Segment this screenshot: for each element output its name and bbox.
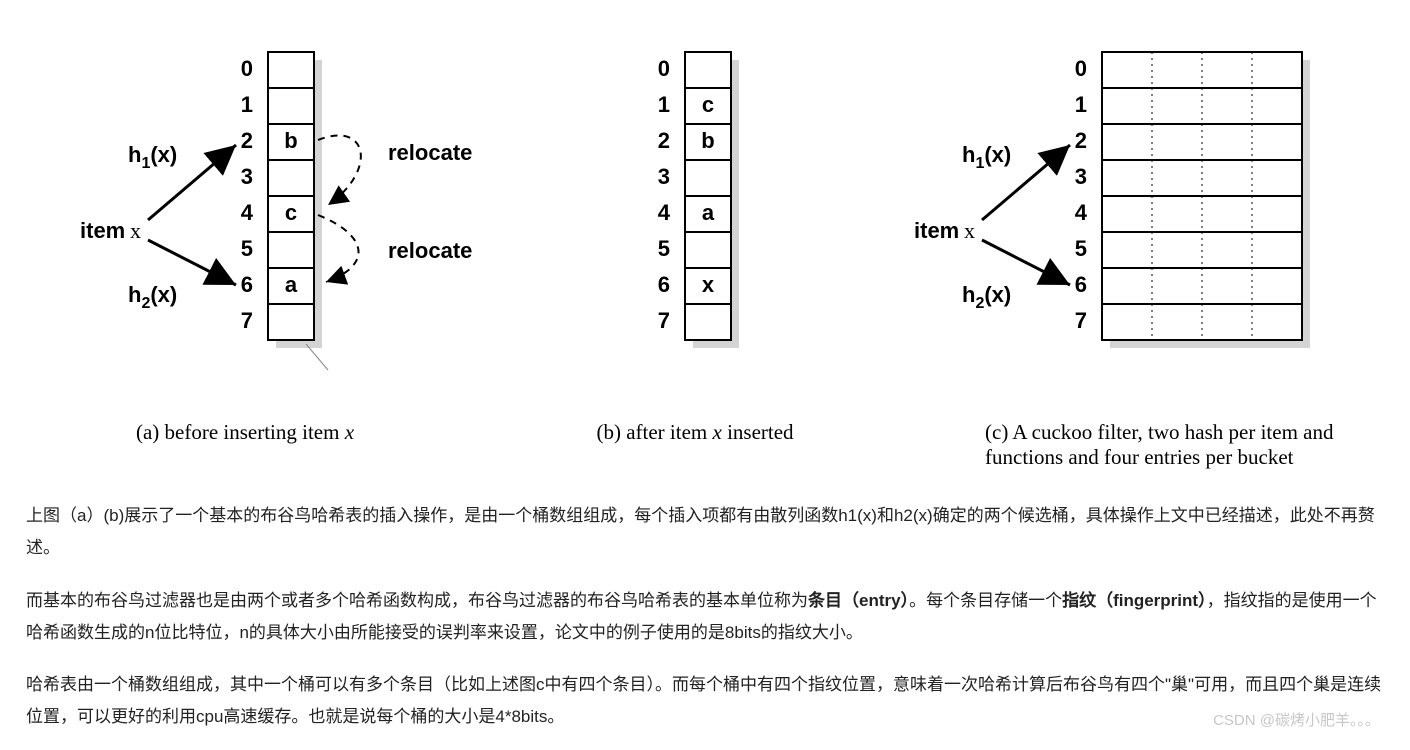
idx-7: 7	[241, 308, 253, 333]
idx-2: 2	[241, 128, 253, 153]
p1a: 上图（a）(b)展示了一个基本的布谷鸟哈希表的插入操作，是由一个桶数组组成，每个…	[26, 506, 1375, 557]
cap-c-l1: (c) A cuckoo filter, two hash per item a…	[985, 420, 1355, 445]
figure-c: 0 1 2 3 4 5 6 7 item x h1(x) h2(x)	[902, 40, 1342, 380]
relocate-arrow-1	[318, 135, 361, 205]
p2d: 指纹（fingerprint）	[1062, 591, 1207, 610]
caption-c: (c) A cuckoo filter, two hash per item a…	[955, 420, 1355, 470]
indices-b: 0 1 2 3 4 5 6 7	[658, 56, 671, 333]
watermark: CSDN @碳烤小肥羊。。。	[1213, 709, 1380, 730]
cell-a-2: b	[285, 128, 298, 153]
idx-1: 1	[241, 92, 253, 117]
cap-a-text: (a) before inserting item	[136, 420, 345, 444]
item-x-label-a: item x	[80, 218, 141, 243]
idx-0: 0	[241, 56, 253, 81]
cell-b-1: c	[702, 92, 714, 117]
arrow-h2	[148, 240, 236, 285]
idx-c-0: 0	[1074, 56, 1086, 81]
h2-sub: 2	[142, 295, 151, 312]
svg-text:h1(x): h1(x)	[962, 142, 1011, 172]
idx-b-6: 6	[658, 272, 670, 297]
caption-b: (b) after item x inserted	[505, 420, 885, 470]
idx-4: 4	[241, 200, 254, 225]
figure-a-svg: 0 1 2 3 4 5 6 7 b c a item x	[68, 40, 508, 380]
cap-a-var: x	[345, 420, 354, 444]
cell-b-4: a	[702, 200, 715, 225]
item-x-label-c: item x	[914, 218, 975, 243]
idx-c-2: 2	[1074, 128, 1086, 153]
idx-b-3: 3	[658, 164, 670, 189]
p2c: 。每个条目存储一个	[909, 591, 1062, 610]
svg-text:h1(x): h1(x)	[128, 142, 177, 172]
h1-arg: (x)	[151, 142, 178, 167]
h1-h: h	[128, 142, 141, 167]
para-2: 而基本的布谷鸟过滤器也是由两个或者多个哈希函数构成，布谷鸟过滤器的布谷鸟哈希表的…	[26, 585, 1384, 650]
cell-a-6: a	[285, 272, 298, 297]
idx-c-3: 3	[1074, 164, 1086, 189]
h1c-arg: (x)	[984, 142, 1011, 167]
figure-b-svg: 0 1 2 3 4 5 6 7 c b a x	[605, 40, 805, 380]
idx-b-7: 7	[658, 308, 670, 333]
figure-a: 0 1 2 3 4 5 6 7 b c a item x	[68, 40, 508, 380]
caption-row: (a) before inserting item x (b) after it…	[0, 390, 1410, 480]
indices-c: 0 1 2 3 4 5 6 7	[1074, 56, 1087, 333]
idx-c-6: 6	[1074, 272, 1086, 297]
svg-text:h2(x): h2(x)	[962, 282, 1011, 312]
cap-b-var: x	[712, 420, 721, 444]
item-label: item	[80, 218, 125, 243]
idx-b-2: 2	[658, 128, 670, 153]
figure-b: 0 1 2 3 4 5 6 7 c b a x	[605, 40, 805, 380]
h2c-arg: (x)	[984, 282, 1011, 307]
cap-b-text: (b) after item	[596, 420, 712, 444]
para-1: 上图（a）(b)展示了一个基本的布谷鸟哈希表的插入操作，是由一个桶数组组成，每个…	[26, 500, 1384, 565]
idx-c-4: 4	[1074, 200, 1087, 225]
idx-3: 3	[241, 164, 253, 189]
item-var: x	[130, 218, 141, 243]
figure-c-svg: 0 1 2 3 4 5 6 7 item x h1(x) h2(x)	[902, 40, 1342, 380]
idx-5: 5	[241, 236, 253, 261]
h2c-sub: 2	[975, 295, 984, 312]
idx-b-4: 4	[658, 200, 671, 225]
idx-c-7: 7	[1074, 308, 1086, 333]
relocate-label-1: relocate	[388, 140, 472, 165]
arrow-h2-c	[982, 240, 1070, 285]
cap-c-l2: functions and four entries per bucket	[985, 445, 1355, 470]
h2-h: h	[128, 282, 141, 307]
idx-b-0: 0	[658, 56, 670, 81]
item-label-c: item	[914, 218, 959, 243]
relocate-arrow-2	[318, 215, 359, 282]
caption-a: (a) before inserting item x	[55, 420, 435, 470]
h1c-sub: 1	[975, 155, 984, 172]
idx-b-5: 5	[658, 236, 670, 261]
relocate-label-2: relocate	[388, 238, 472, 263]
idx-c-5: 5	[1074, 236, 1086, 261]
h2-arg: (x)	[151, 282, 178, 307]
h2c-h: h	[962, 282, 975, 307]
cap-b-tail: inserted	[722, 420, 794, 444]
svg-text:h2(x): h2(x)	[128, 282, 177, 312]
idx-6: 6	[241, 272, 253, 297]
para-3: 哈希表由一个桶数组组成，其中一个桶可以有多个条目（比如上述图c中有四个条目）。而…	[26, 669, 1384, 734]
idx-b-1: 1	[658, 92, 670, 117]
cell-a-4: c	[285, 200, 297, 225]
p2a: 而基本的布谷鸟过滤器也是由两个或者多个哈希函数构成，布谷鸟过滤器的布谷鸟哈希表的…	[26, 591, 808, 610]
item-var-c: x	[964, 218, 975, 243]
p2b: 条目（entry）	[808, 591, 909, 610]
indices-a: 0 1 2 3 4 5 6 7	[241, 56, 254, 333]
h1-sub: 1	[142, 155, 151, 172]
cell-b-6: x	[702, 272, 715, 297]
paragraphs: 上图（a）(b)展示了一个基本的布谷鸟哈希表的插入操作，是由一个桶数组组成，每个…	[0, 480, 1410, 744]
p3: 哈希表由一个桶数组组成，其中一个桶可以有多个条目（比如上述图c中有四个条目）。而…	[26, 675, 1381, 726]
h1c-h: h	[962, 142, 975, 167]
idx-c-1: 1	[1074, 92, 1086, 117]
cell-b-2: b	[701, 128, 714, 153]
